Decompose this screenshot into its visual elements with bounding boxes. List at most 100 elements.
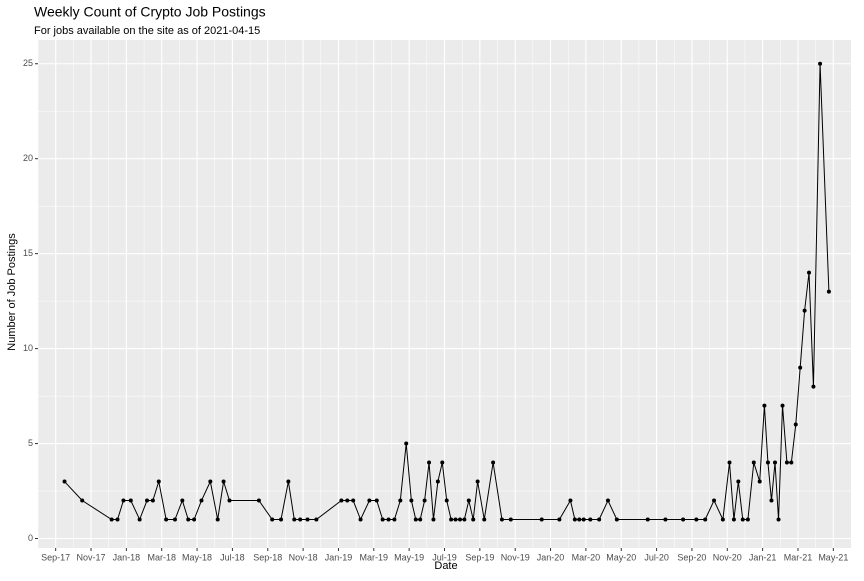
line — [64, 63, 830, 522]
point — [765, 460, 770, 465]
point — [462, 517, 467, 522]
point — [789, 460, 794, 465]
x-tick-label: Jan-19 — [325, 552, 353, 562]
y-tick-label: 5 — [28, 438, 33, 448]
point — [413, 517, 418, 522]
point — [314, 517, 319, 522]
x-tick-label: Jan-20 — [537, 552, 565, 562]
point — [164, 517, 169, 522]
x-tick-label: Mar-18 — [147, 552, 176, 562]
point — [208, 479, 213, 484]
point — [150, 498, 155, 503]
point — [731, 517, 736, 522]
x-tick-label: Nov-17 — [77, 552, 106, 562]
point — [780, 403, 785, 408]
point — [422, 498, 427, 503]
point — [286, 479, 291, 484]
point — [62, 479, 67, 484]
point — [380, 517, 385, 522]
point — [757, 479, 762, 484]
point — [645, 517, 650, 522]
point — [798, 365, 803, 370]
point — [172, 517, 177, 522]
point — [449, 517, 454, 522]
point — [144, 498, 149, 503]
point — [292, 517, 297, 522]
point — [773, 460, 778, 465]
x-tick-label: Sep-18 — [253, 552, 282, 562]
y-tick-label: 10 — [23, 343, 33, 353]
point — [199, 498, 204, 503]
x-tick-label: Sep-20 — [677, 552, 706, 562]
point — [398, 498, 403, 503]
x-tick-label: Nov-18 — [289, 552, 318, 562]
x-tick-label: Nov-20 — [713, 552, 742, 562]
point — [663, 517, 668, 522]
point — [128, 498, 133, 503]
point — [109, 517, 114, 522]
x-tick-label: Sep-17 — [41, 552, 70, 562]
point — [444, 498, 449, 503]
point — [712, 498, 717, 503]
point — [614, 517, 619, 522]
point — [386, 517, 391, 522]
y-tick-label: 15 — [23, 248, 33, 258]
point — [568, 498, 573, 503]
point — [221, 479, 226, 484]
point — [793, 422, 798, 427]
point — [703, 517, 708, 522]
point — [736, 479, 741, 484]
x-tick-label: May-18 — [182, 552, 212, 562]
y-axis-label: Number of Job Postings — [6, 233, 18, 351]
point — [499, 517, 504, 522]
x-tick-label: Jul-19 — [432, 552, 457, 562]
point — [367, 498, 372, 503]
x-tick-label: Mar-19 — [360, 552, 389, 562]
point — [818, 61, 823, 66]
point — [453, 517, 458, 522]
point — [279, 517, 284, 522]
x-tick-label: Mar-20 — [572, 552, 601, 562]
point — [227, 498, 232, 503]
point — [740, 517, 745, 522]
point — [435, 479, 440, 484]
point — [751, 460, 756, 465]
point — [508, 517, 513, 522]
point — [431, 517, 436, 522]
x-tick-label: Nov-19 — [501, 552, 530, 562]
point — [186, 517, 191, 522]
point — [807, 270, 812, 275]
point — [811, 384, 816, 389]
point — [339, 498, 344, 503]
point — [298, 517, 303, 522]
point — [471, 517, 476, 522]
point — [466, 498, 471, 503]
plot-area — [62, 61, 831, 522]
point — [784, 460, 789, 465]
x-tick-label: May-20 — [606, 552, 636, 562]
point — [80, 498, 85, 503]
point — [404, 441, 409, 446]
point — [762, 403, 767, 408]
x-tick-label: May-21 — [818, 552, 848, 562]
point — [727, 460, 732, 465]
point — [577, 517, 582, 522]
x-tick-label: Jul-18 — [220, 552, 245, 562]
point — [392, 517, 397, 522]
point — [557, 517, 562, 522]
point — [572, 517, 577, 522]
point — [597, 517, 602, 522]
point — [121, 498, 126, 503]
x-tick-label: Sep-19 — [465, 552, 494, 562]
point — [802, 308, 807, 313]
point — [581, 517, 586, 522]
point — [440, 460, 445, 465]
point — [605, 498, 610, 503]
point — [256, 498, 261, 503]
x-tick-label: Jan-18 — [113, 552, 141, 562]
point — [305, 517, 310, 522]
point — [351, 498, 356, 503]
point — [776, 517, 781, 522]
point — [457, 517, 462, 522]
x-axis-label: Date — [434, 560, 457, 572]
